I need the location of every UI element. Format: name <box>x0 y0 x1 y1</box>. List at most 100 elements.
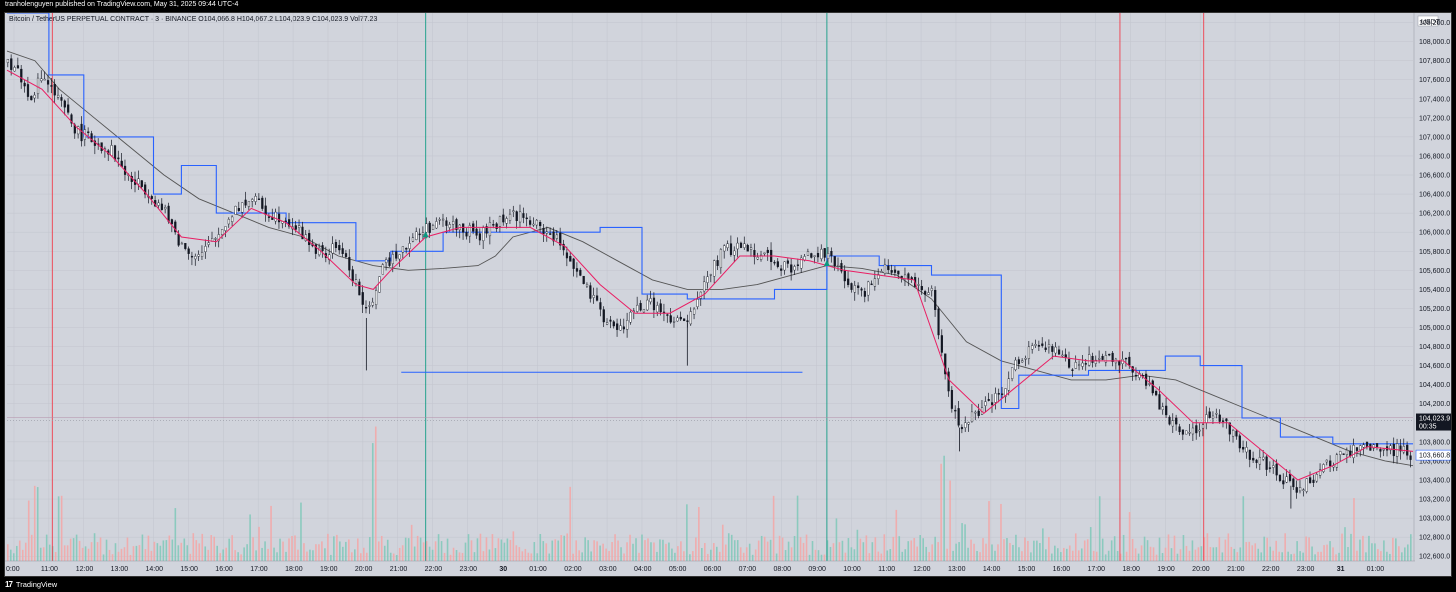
volume-bar <box>1236 552 1239 561</box>
volume-bar <box>222 549 224 561</box>
volume-bar <box>916 546 919 561</box>
volume-bar <box>479 533 482 561</box>
price-tick-label: 105,600.0 <box>1419 268 1450 275</box>
candle-body <box>482 227 485 242</box>
volume-bar <box>1065 548 1068 561</box>
volume-bar <box>297 549 299 561</box>
chart-area[interactable]: Bitcoin / TetherUS PERPETUAL CONTRACT · … <box>4 12 1452 577</box>
volume-bar <box>428 546 431 561</box>
candle-body <box>1185 430 1188 435</box>
candle-body <box>1339 451 1342 455</box>
volume-bar <box>973 543 975 561</box>
volume-bar <box>1036 540 1038 561</box>
candle-body <box>264 205 267 215</box>
volume-bar <box>913 537 916 561</box>
volume-bar <box>1045 549 1047 561</box>
volume-bar <box>955 543 957 561</box>
volume-bar <box>114 543 117 561</box>
candle-body <box>36 77 40 95</box>
volume-bar <box>57 496 60 561</box>
volume-bar <box>1140 545 1143 561</box>
volume-bar <box>925 546 927 561</box>
candle-body <box>227 219 230 225</box>
volume-bar <box>665 543 667 561</box>
time-tick-label: 03:00 <box>599 566 617 573</box>
candle-body <box>549 233 552 235</box>
volume-bar <box>213 536 216 561</box>
volume-bar <box>599 545 601 561</box>
volume-bar <box>904 549 907 561</box>
volume-bar <box>542 541 545 561</box>
time-axis-bg <box>5 561 1415 576</box>
volume-bar <box>1383 540 1385 561</box>
current-price-label: 104,023.9 <box>1419 416 1450 423</box>
volume-bar <box>386 539 389 561</box>
candle-body <box>646 299 649 311</box>
volume-bar <box>357 538 359 561</box>
volume-bar <box>126 537 129 561</box>
volume-bar <box>934 536 936 561</box>
candle-body <box>1108 353 1111 356</box>
brand-label: TradingView <box>15 580 58 589</box>
volume-bar <box>937 542 939 561</box>
candle-body <box>421 232 425 236</box>
volume-bar <box>1272 550 1274 561</box>
candle-body <box>729 243 733 255</box>
candle-body <box>1275 463 1278 476</box>
volume-bar <box>820 554 823 561</box>
volume-bar <box>853 549 856 561</box>
volume-bar <box>605 548 607 561</box>
volume-bar <box>748 543 751 561</box>
volume-bar <box>1290 554 1292 561</box>
volume-bar <box>724 544 727 561</box>
candle-body <box>739 242 743 248</box>
volume-bar <box>1122 534 1125 561</box>
candle-body <box>977 410 980 416</box>
candle-body <box>1252 457 1255 461</box>
volume-bar <box>440 541 443 561</box>
volume-bar <box>380 535 383 561</box>
volume-bar <box>1296 541 1298 561</box>
volume-bar <box>1155 554 1158 561</box>
volume-bar <box>1254 543 1257 561</box>
candle-body <box>656 305 659 313</box>
volume-bar <box>72 538 75 561</box>
candle-body <box>1007 378 1010 391</box>
volume-bar <box>192 533 195 561</box>
candle-body <box>224 226 227 231</box>
volume-bar <box>377 541 380 561</box>
candle-body <box>1191 427 1195 435</box>
tradingview-brand[interactable]: 17 TradingView <box>5 580 57 589</box>
volume-bar <box>1401 552 1403 561</box>
volume-bar <box>620 547 622 561</box>
candle-body <box>67 104 70 113</box>
volume-bar <box>1308 537 1310 561</box>
volume-bar <box>66 545 69 561</box>
candle-body <box>267 216 271 218</box>
candle-body <box>796 264 800 266</box>
volume-bar <box>1068 545 1071 561</box>
candle-body <box>455 219 458 231</box>
volume-bar <box>1407 544 1409 561</box>
candle-body <box>1345 449 1349 455</box>
volume-bar <box>168 535 171 561</box>
candle-body <box>254 196 257 202</box>
candle-body <box>1088 354 1091 366</box>
time-tick-label: 15:00 <box>180 566 198 573</box>
symbol-legend[interactable]: Bitcoin / TetherUS PERPETUAL CONTRACT · … <box>9 16 378 23</box>
volume-bar <box>802 542 805 561</box>
volume-bar <box>1191 540 1194 561</box>
volume-bar <box>258 526 260 561</box>
volume-bar <box>1227 533 1230 561</box>
volume-bar <box>1221 552 1224 561</box>
volume-bar <box>838 542 841 561</box>
volume-bar <box>1077 550 1080 561</box>
candle-body <box>716 260 719 266</box>
candle-body <box>572 258 575 269</box>
candle-body <box>826 253 830 259</box>
volume-bar <box>1212 547 1215 561</box>
price-tick-label: 104,800.0 <box>1419 344 1450 351</box>
volume-bar <box>365 552 368 561</box>
volume-bar <box>1344 527 1346 561</box>
